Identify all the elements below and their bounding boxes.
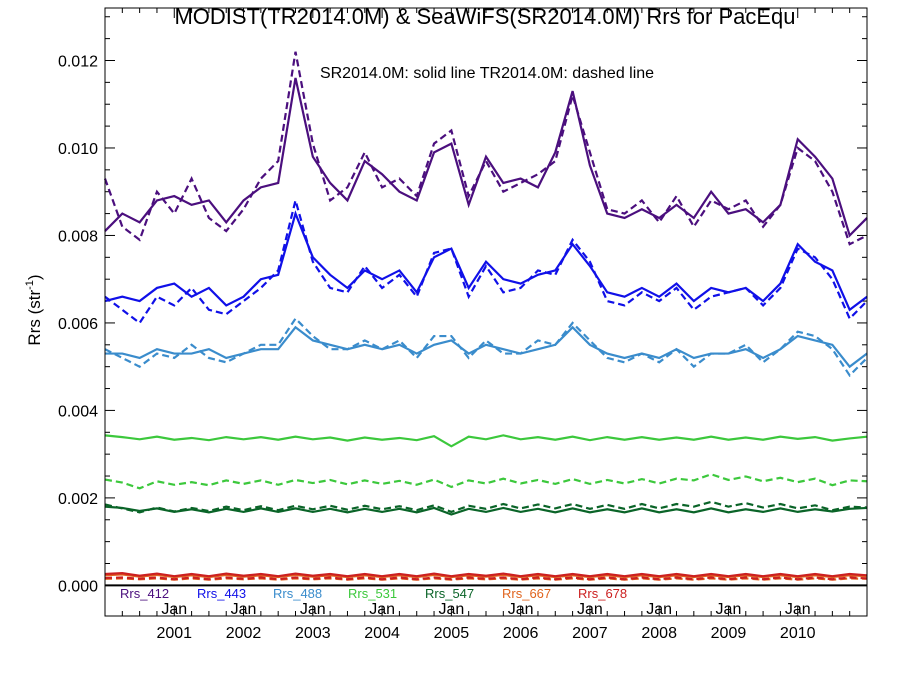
y-tick-label-1: 0.002: [58, 491, 98, 508]
series-group: [103, 51, 868, 581]
rrs-412-solid-line: [104, 77, 868, 238]
y-axis-label-main: Rrs (str: [25, 290, 44, 346]
x-tick-year-0: 2001: [156, 625, 192, 642]
x-tick-year-9: 2010: [780, 625, 816, 642]
y-tick-label-4: 0.008: [58, 228, 98, 245]
x-tick-year-2: 2003: [295, 625, 331, 642]
legend-entry-rrs-678: Rrs_678: [578, 586, 627, 601]
x-tick-year-3: 2004: [364, 625, 400, 642]
y-tick-label-3: 0.006: [58, 316, 98, 333]
x-tick-year-4: 2005: [434, 625, 470, 642]
rrs-531-solid-line: [104, 434, 868, 448]
x-tick-year-6: 2007: [572, 625, 608, 642]
legend-entry-rrs-488: Rrs_488: [273, 586, 322, 601]
legend-entry-rrs-531: Rrs_531: [348, 586, 397, 601]
y-axis-label-superscript: -1: [24, 280, 36, 290]
y-tick-label-0: 0.000: [58, 578, 98, 595]
rrs-488-dashed-line: [104, 316, 868, 378]
rrs-412-dashed-line: [103, 51, 868, 246]
legend-entry-rrs-443: Rrs_443: [197, 586, 246, 601]
axis-ticks: 0.000 0.002 0.004 0.006 0.008 0.010 0.012 Jan 20…: [58, 8, 867, 642]
x-tick-month-9: Jan: [785, 601, 811, 618]
rrs-488-solid-line: [105, 325, 868, 369]
x-tick-month-2: Jan: [300, 601, 326, 618]
legend-entry-rrs-547: Rrs_547: [425, 586, 474, 601]
legend-entry-rrs-412: Rrs_412: [120, 586, 169, 601]
legend-entry-rrs-667: Rrs_667: [502, 586, 551, 601]
x-tick-year-8: 2009: [711, 625, 747, 642]
x-tick-month-3: Jan: [369, 601, 395, 618]
x-tick-month-1: Jan: [231, 601, 257, 618]
x-tick-month-0: Jan: [161, 601, 187, 618]
x-tick-month-5: Jan: [508, 601, 534, 618]
rrs-547-dashed-line: [104, 500, 868, 514]
x-tick-month-7: Jan: [646, 601, 672, 618]
rrs-531-dashed-line: [104, 473, 868, 490]
legend: Rrs_412 Rrs_443 Rrs_488 Rrs_531 Rrs_547 Rrs_6…: [120, 586, 627, 601]
y-axis-label: Rrs (str-1): [24, 274, 44, 345]
x-tick-month-4: Jan: [438, 601, 464, 618]
rrs-678-solid-line: [104, 572, 868, 578]
x-tick-month-6: Jan: [577, 601, 603, 618]
y-tick-label-6: 0.012: [58, 53, 98, 70]
rrs-547-solid-line: [104, 505, 868, 516]
rrs-678-dashed-line: [104, 576, 868, 581]
x-tick-month-8: Jan: [716, 601, 742, 618]
y-tick-label-2: 0.004: [58, 403, 98, 420]
x-tick-year-7: 2008: [641, 625, 677, 642]
x-tick-year-1: 2002: [226, 625, 262, 642]
y-axis-label-close: ): [25, 274, 44, 280]
plot-frame: [104, 7, 868, 617]
chart-subtitle: SR2014.0M: solid line TR2014.0M: dashed …: [320, 65, 654, 82]
x-tick-year-5: 2006: [503, 625, 539, 642]
y-tick-label-5: 0.010: [58, 141, 98, 158]
rrs-443-solid-line: [104, 210, 868, 312]
